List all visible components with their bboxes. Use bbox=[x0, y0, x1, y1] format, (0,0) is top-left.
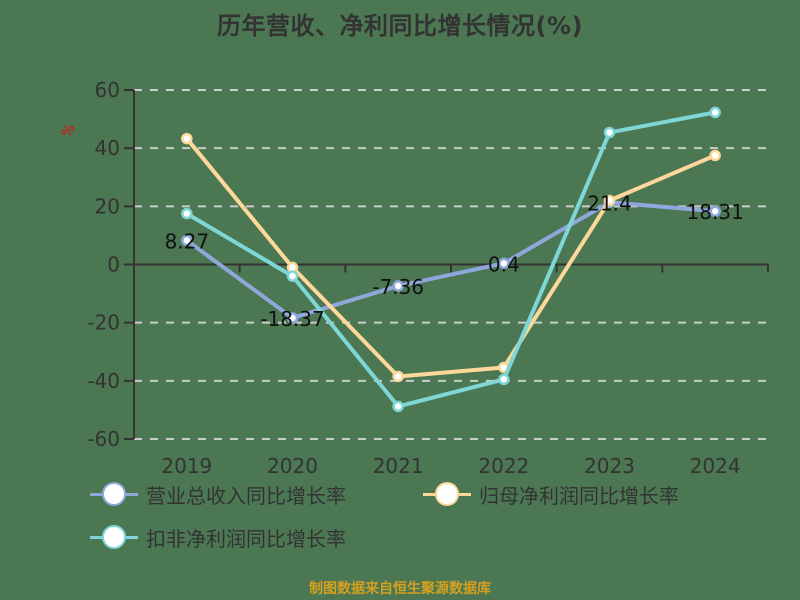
legend-marker-icon bbox=[90, 478, 138, 510]
data-label: -18.37 bbox=[260, 307, 324, 331]
data-point[interactable] bbox=[709, 106, 721, 119]
data-label: 18.31 bbox=[687, 200, 744, 224]
data-point[interactable] bbox=[603, 126, 616, 139]
data-point[interactable] bbox=[498, 257, 510, 270]
x-tick-label: 2019 bbox=[161, 454, 212, 478]
legend-item-revenue[interactable]: 营业总收入同比增长率 bbox=[90, 478, 346, 510]
legend-marker-icon bbox=[90, 521, 138, 553]
legend-label: 营业总收入同比增长率 bbox=[146, 483, 346, 508]
data-label: 0.4 bbox=[488, 252, 520, 276]
x-tick-label: 2024 bbox=[690, 454, 741, 478]
legend-dot bbox=[102, 482, 126, 506]
data-labels: 8.27 -18.37 -7.36 0.4 21.4 18.31 bbox=[165, 191, 744, 331]
y-tick-label: 0 bbox=[107, 253, 120, 277]
data-point[interactable] bbox=[709, 149, 721, 162]
series-line bbox=[185, 110, 716, 409]
axes bbox=[133, 90, 769, 439]
x-tick-label: 2023 bbox=[584, 454, 635, 478]
data-label: 8.27 bbox=[165, 229, 210, 253]
legend-item-deducted-net-profit[interactable]: 扣非净利润同比增长率 bbox=[90, 521, 346, 553]
data-label: -7.36 bbox=[372, 275, 424, 299]
data-point[interactable] bbox=[392, 400, 404, 413]
data-point[interactable] bbox=[709, 205, 721, 217]
data-point[interactable] bbox=[603, 194, 616, 207]
y-axis-ticks: 60 40 20 0 -20 -40 -60 bbox=[87, 78, 134, 451]
data-point[interactable] bbox=[181, 207, 193, 220]
legend-marker-icon bbox=[423, 478, 471, 510]
data-label: 21.4 bbox=[587, 191, 632, 215]
legend-dot bbox=[102, 525, 126, 549]
data-point[interactable] bbox=[181, 132, 193, 145]
y-tick-label: 40 bbox=[95, 136, 120, 160]
x-tick-label: 2021 bbox=[373, 454, 424, 478]
legend-label: 归母净利润同比增长率 bbox=[479, 483, 679, 508]
data-point[interactable] bbox=[286, 270, 299, 282]
data-point[interactable] bbox=[286, 312, 299, 324]
series-2 bbox=[181, 106, 721, 413]
legend-label: 扣非净利润同比增长率 bbox=[146, 526, 346, 551]
data-source-footer: 制图数据来自恒生聚源数据库 bbox=[309, 581, 491, 597]
y-tick-label: 60 bbox=[95, 78, 120, 102]
y-tick-label: -60 bbox=[87, 427, 120, 451]
y-axis-unit: % bbox=[58, 121, 79, 141]
series-line bbox=[185, 200, 716, 320]
series-line bbox=[185, 137, 716, 379]
data-point[interactable] bbox=[181, 234, 193, 247]
data-point[interactable] bbox=[392, 280, 404, 292]
legend-item-parent-net-profit[interactable]: 归母净利润同比增长率 bbox=[423, 478, 679, 510]
chart-title: 历年营收、净利同比增长情况(%) bbox=[217, 12, 583, 40]
y-tick-label: -20 bbox=[87, 311, 120, 335]
legend-dot bbox=[435, 482, 459, 506]
data-point[interactable] bbox=[392, 370, 404, 383]
y-tick-label: 20 bbox=[95, 194, 120, 218]
x-axis-ticks: 2019 2020 2021 2022 2023 2024 bbox=[161, 454, 740, 478]
x-tick-label: 2020 bbox=[267, 454, 318, 478]
series-0 bbox=[181, 196, 721, 324]
y-tick-label: -40 bbox=[87, 369, 120, 393]
x-tick-label: 2022 bbox=[478, 454, 529, 478]
data-point[interactable] bbox=[498, 373, 510, 386]
series-lines bbox=[181, 106, 721, 413]
